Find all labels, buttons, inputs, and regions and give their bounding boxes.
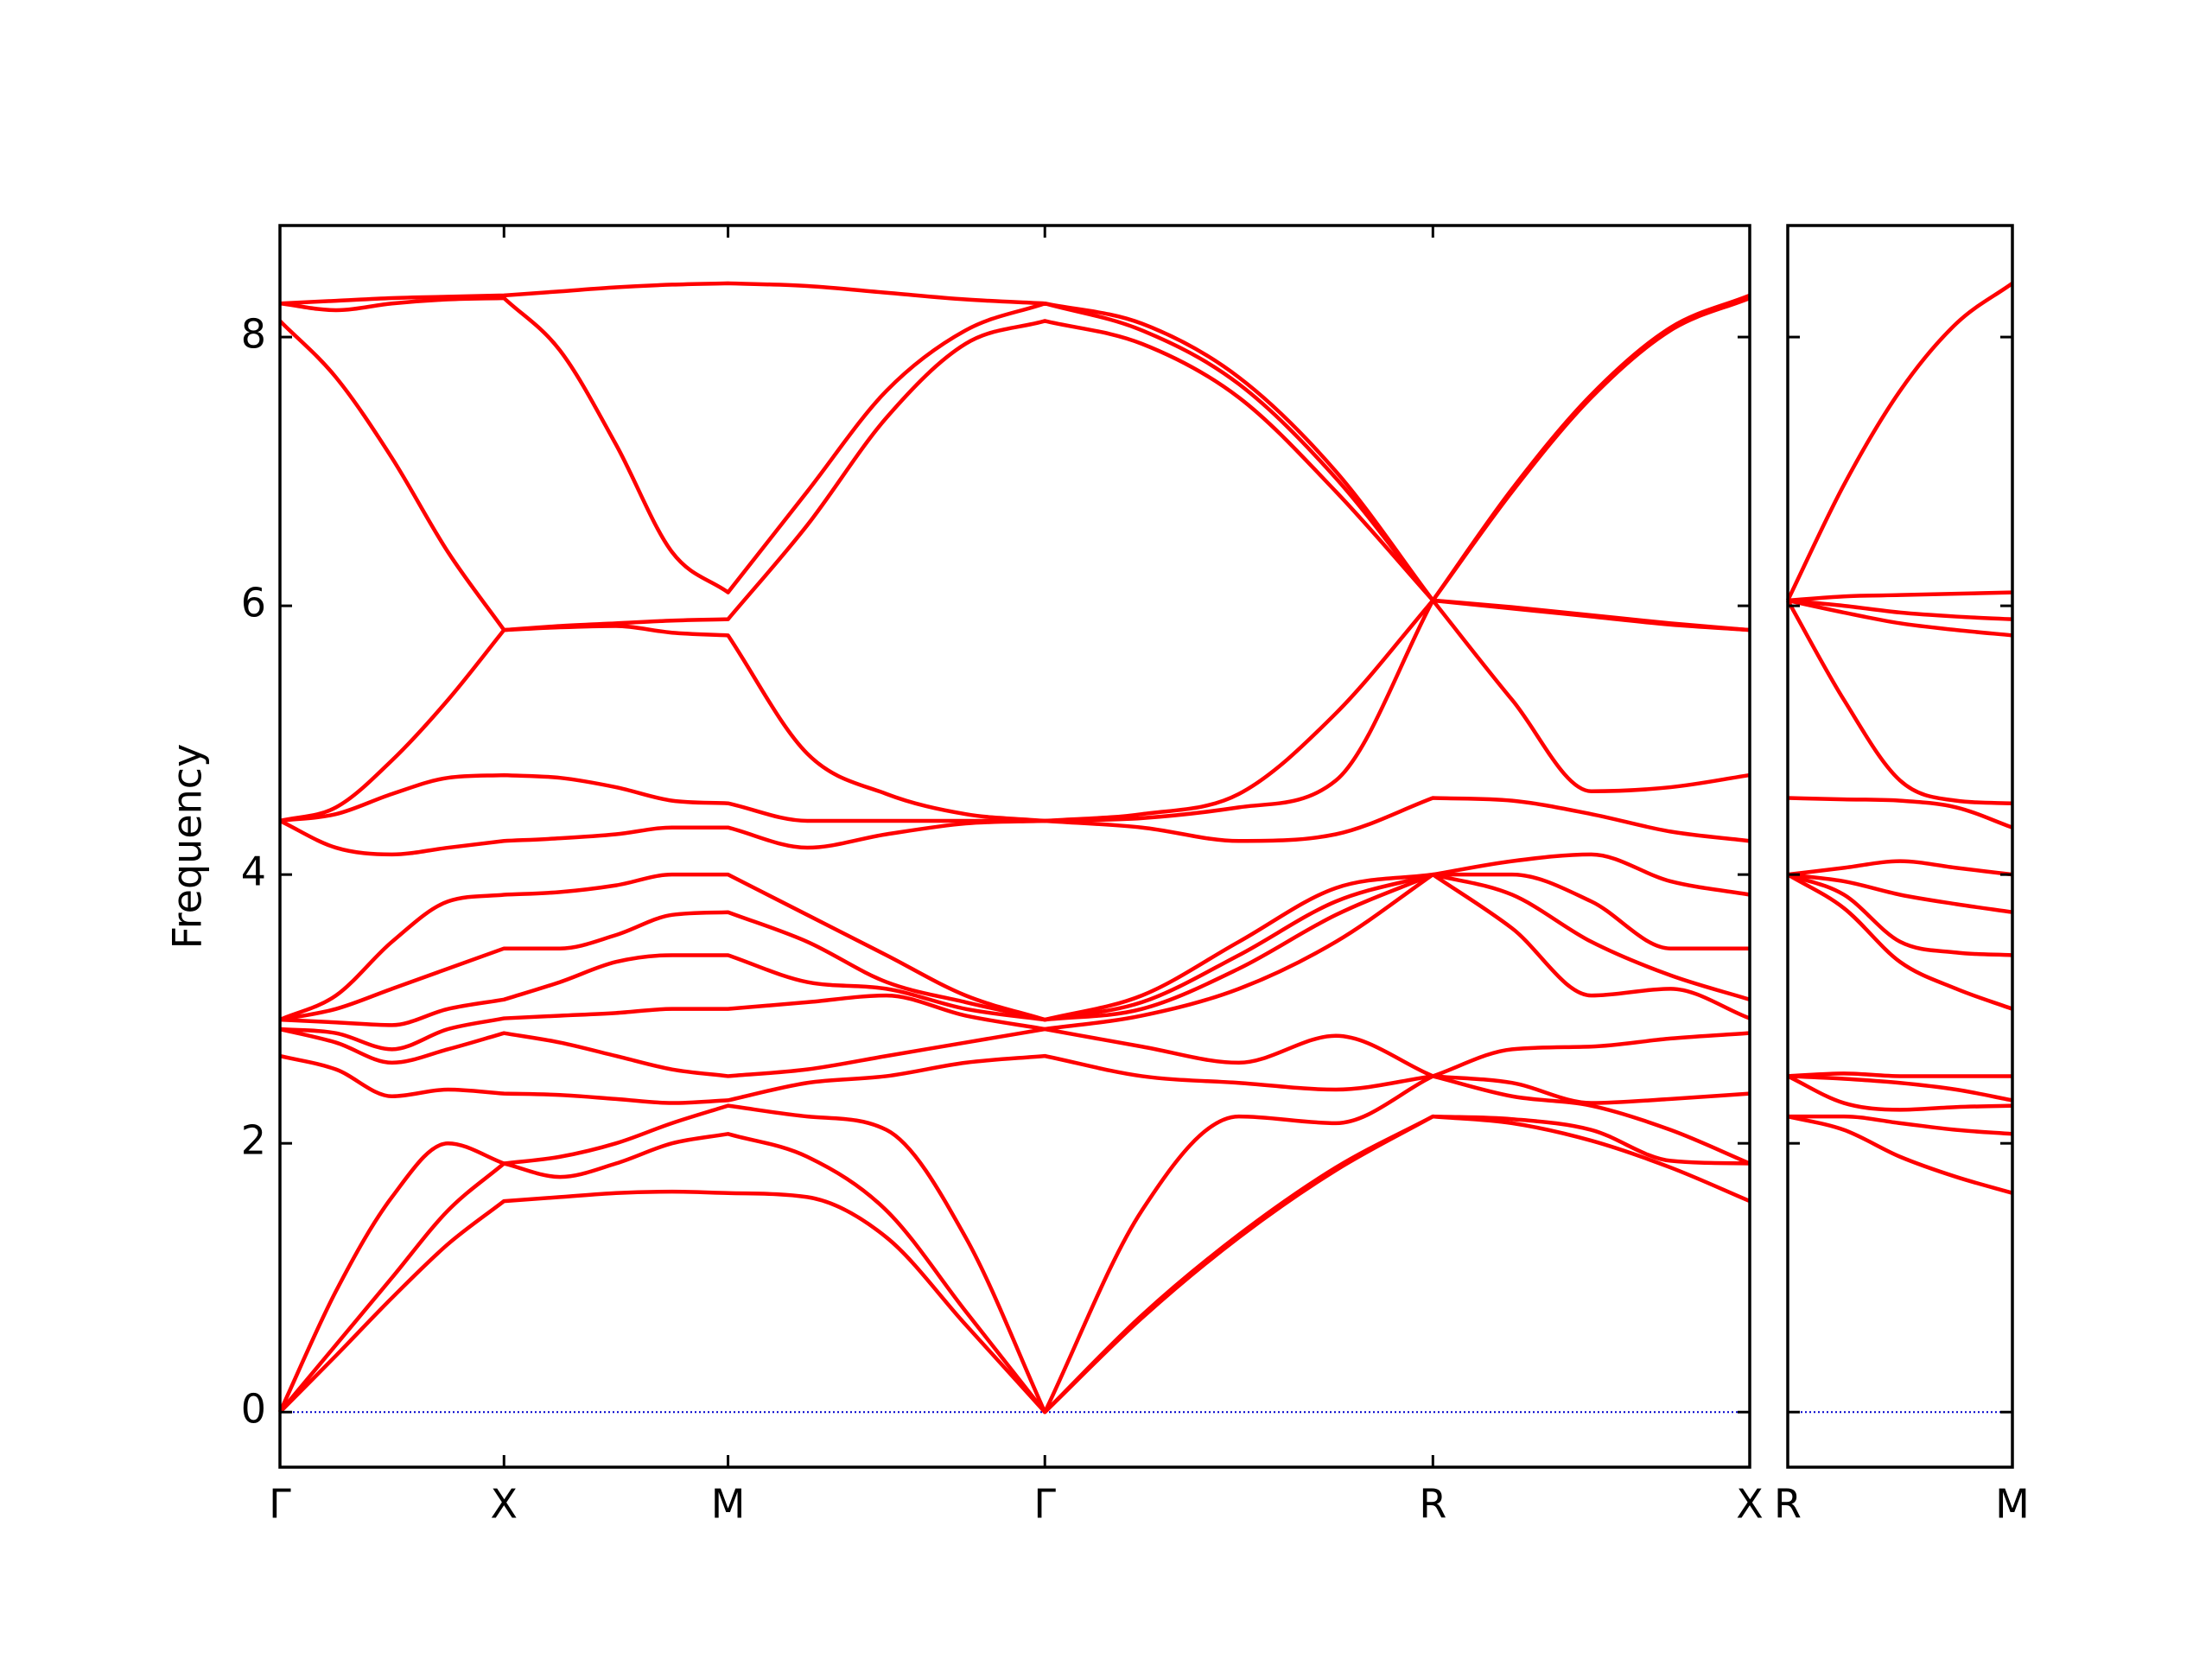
band-line xyxy=(279,872,1751,1052)
plot-frame xyxy=(278,224,1751,1469)
plot-frame xyxy=(1786,224,2014,1469)
band-line xyxy=(1787,1114,2013,1195)
y-tick-label: 6 xyxy=(241,580,266,626)
y-tick-label: 0 xyxy=(241,1386,266,1433)
band-line xyxy=(277,1074,1751,1414)
x-tick-label: R xyxy=(1419,1481,1446,1528)
x-tick-label: M xyxy=(711,1481,746,1528)
band-line xyxy=(279,598,1751,823)
band-line xyxy=(279,1027,1751,1078)
x-tick-label: X xyxy=(491,1481,518,1528)
band-line xyxy=(279,872,1750,1022)
band-line xyxy=(279,281,1751,603)
band-line xyxy=(1787,1074,2013,1112)
band-line xyxy=(279,296,1751,603)
band-line xyxy=(1786,599,2013,805)
band-line xyxy=(1787,1074,2013,1103)
band-line xyxy=(1787,590,2013,603)
band-line xyxy=(279,796,1751,857)
band-line xyxy=(1785,282,2014,601)
band-line xyxy=(1787,598,2013,638)
y-tick-label: 4 xyxy=(241,849,266,895)
x-tick-label: R xyxy=(1774,1481,1802,1528)
x-tick-label: M xyxy=(1995,1481,2030,1528)
band-line xyxy=(278,1114,1751,1414)
band-line xyxy=(1787,1114,2013,1136)
band-line xyxy=(279,852,1751,1022)
band-line xyxy=(1787,859,2013,877)
band-line xyxy=(1787,598,2013,621)
y-tick-label: 8 xyxy=(241,311,266,358)
y-axis-label: Frequency xyxy=(164,744,211,950)
band-line xyxy=(278,319,1751,632)
band-line xyxy=(279,1053,1751,1105)
band-line xyxy=(279,598,1751,823)
band-line xyxy=(1787,873,2013,957)
x-tick-label: Γ xyxy=(1033,1481,1056,1528)
band-line xyxy=(1787,1071,2012,1078)
band-line xyxy=(1787,872,2013,914)
x-tick-label: Γ xyxy=(269,1481,291,1528)
x-tick-label: X xyxy=(1736,1481,1764,1528)
band-line xyxy=(1787,796,2013,830)
band-line xyxy=(1786,873,2013,1011)
band-line xyxy=(279,872,1751,1027)
y-tick-label: 2 xyxy=(241,1117,266,1164)
